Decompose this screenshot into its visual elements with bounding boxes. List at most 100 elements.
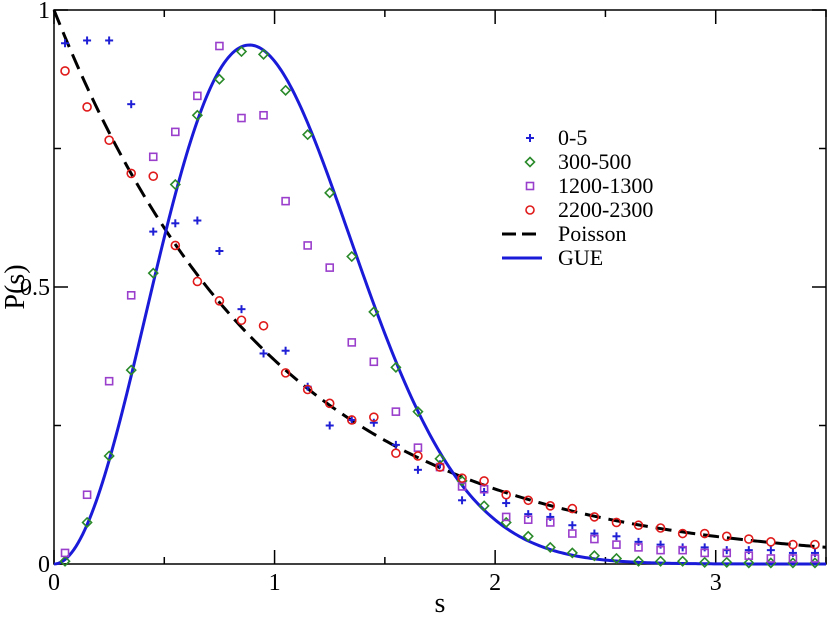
data-point bbox=[61, 39, 70, 48]
data-point bbox=[346, 250, 358, 263]
legend-label: 300-500 bbox=[558, 149, 631, 174]
data-point bbox=[103, 450, 115, 462]
data-point bbox=[766, 546, 775, 555]
legend-label: GUE bbox=[558, 245, 603, 270]
tick-labels: 0 1 2 3 0 0.5 1 bbox=[20, 0, 722, 596]
data-point bbox=[83, 36, 92, 45]
data-point bbox=[612, 532, 621, 541]
data-point bbox=[215, 246, 224, 255]
data-point bbox=[810, 554, 820, 563]
data-point bbox=[654, 555, 667, 567]
curve-gue bbox=[53, 43, 826, 566]
data-point bbox=[148, 152, 158, 162]
series-0-5 bbox=[61, 36, 819, 557]
data-point bbox=[171, 127, 180, 137]
data-point bbox=[236, 315, 247, 326]
data-point bbox=[766, 537, 776, 547]
legend-swatch bbox=[524, 156, 536, 168]
data-point bbox=[347, 415, 356, 424]
data-point bbox=[632, 555, 645, 567]
data-point bbox=[280, 368, 291, 378]
legend-item: 2200-2300 bbox=[525, 197, 653, 222]
plot-frame bbox=[53, 9, 827, 565]
data-point bbox=[523, 495, 534, 506]
data-point bbox=[634, 543, 643, 552]
legend-item: 1200-1300 bbox=[525, 173, 653, 198]
data-point bbox=[213, 73, 226, 85]
markers bbox=[59, 36, 821, 569]
data-point bbox=[810, 539, 820, 550]
data-point bbox=[126, 168, 136, 179]
x-tick-label: 0 bbox=[48, 570, 60, 596]
data-point bbox=[391, 440, 400, 449]
data-point bbox=[324, 398, 335, 409]
legend-label: 2200-2300 bbox=[558, 197, 653, 222]
data-point bbox=[413, 465, 422, 474]
y-axis-label: P(s) bbox=[0, 264, 31, 309]
data-point bbox=[457, 482, 467, 491]
data-point bbox=[766, 554, 776, 563]
data-point bbox=[391, 407, 401, 416]
data-point bbox=[655, 523, 666, 533]
data-point bbox=[390, 361, 402, 373]
data-point bbox=[611, 517, 622, 528]
data-point bbox=[81, 516, 93, 529]
data-point bbox=[478, 500, 490, 512]
y-tick-label: 0 bbox=[38, 552, 50, 578]
data-point bbox=[60, 548, 70, 558]
data-point bbox=[368, 306, 380, 318]
data-point bbox=[501, 489, 511, 500]
data-point bbox=[699, 556, 711, 568]
data-point bbox=[743, 557, 755, 569]
data-point bbox=[721, 556, 733, 568]
data-point bbox=[215, 41, 224, 51]
legend-swatch bbox=[526, 134, 534, 142]
data-point bbox=[346, 415, 357, 425]
data-point bbox=[700, 548, 709, 558]
data-point bbox=[566, 547, 578, 559]
data-point bbox=[633, 520, 644, 531]
data-point bbox=[82, 102, 92, 112]
data-point bbox=[325, 421, 334, 430]
data-point bbox=[788, 539, 798, 550]
data-point bbox=[502, 499, 511, 508]
data-point bbox=[391, 448, 401, 459]
data-point bbox=[721, 531, 732, 542]
data-point bbox=[456, 475, 468, 487]
plot-frame-group bbox=[53, 9, 827, 565]
data-point bbox=[127, 100, 136, 109]
data-point bbox=[148, 171, 159, 181]
data-point bbox=[82, 490, 92, 500]
data-point bbox=[501, 512, 511, 522]
data-point bbox=[744, 551, 754, 560]
data-point bbox=[302, 384, 313, 395]
data-point bbox=[412, 406, 424, 418]
y-tick-label: 0.5 bbox=[20, 275, 50, 301]
data-point bbox=[149, 227, 158, 236]
data-point bbox=[544, 541, 556, 554]
data-point bbox=[568, 529, 577, 538]
data-point bbox=[60, 66, 70, 76]
data-point bbox=[281, 346, 290, 355]
data-point bbox=[678, 545, 687, 555]
data-point bbox=[788, 554, 798, 563]
data-point bbox=[324, 187, 336, 199]
data-point bbox=[590, 534, 599, 544]
data-point bbox=[612, 540, 621, 549]
legend-swatch bbox=[525, 205, 535, 215]
legend-swatch bbox=[525, 181, 535, 191]
data-point bbox=[193, 91, 202, 101]
data-point bbox=[235, 45, 248, 58]
data-point bbox=[193, 216, 202, 225]
data-point bbox=[104, 135, 114, 145]
legend-item: GUE bbox=[502, 245, 603, 270]
data-point bbox=[303, 241, 312, 250]
ticks bbox=[53, 9, 827, 565]
series-300-500 bbox=[59, 45, 821, 569]
data-point bbox=[479, 476, 489, 486]
data-point bbox=[677, 528, 688, 539]
data-point bbox=[458, 496, 467, 505]
data-point bbox=[369, 412, 379, 422]
legend-item: 0-5 bbox=[526, 125, 587, 150]
data-point bbox=[104, 376, 114, 386]
